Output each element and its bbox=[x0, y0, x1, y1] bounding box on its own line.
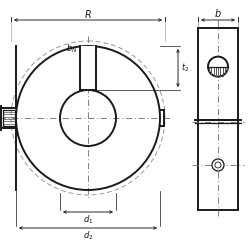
Text: $b_N$: $b_N$ bbox=[66, 43, 78, 55]
Text: R: R bbox=[84, 10, 91, 20]
Bar bbox=[198, 120, 238, 210]
Circle shape bbox=[212, 159, 224, 171]
Circle shape bbox=[208, 57, 228, 77]
Text: $d_2$: $d_2$ bbox=[83, 229, 93, 241]
Circle shape bbox=[215, 162, 221, 168]
Text: b: b bbox=[215, 9, 221, 19]
Bar bbox=[80, 46, 96, 90]
Circle shape bbox=[60, 90, 116, 146]
Text: $t_2$: $t_2$ bbox=[181, 62, 190, 74]
Bar bbox=[198, 28, 238, 120]
Circle shape bbox=[16, 46, 160, 190]
Text: $d_1$: $d_1$ bbox=[83, 213, 93, 226]
